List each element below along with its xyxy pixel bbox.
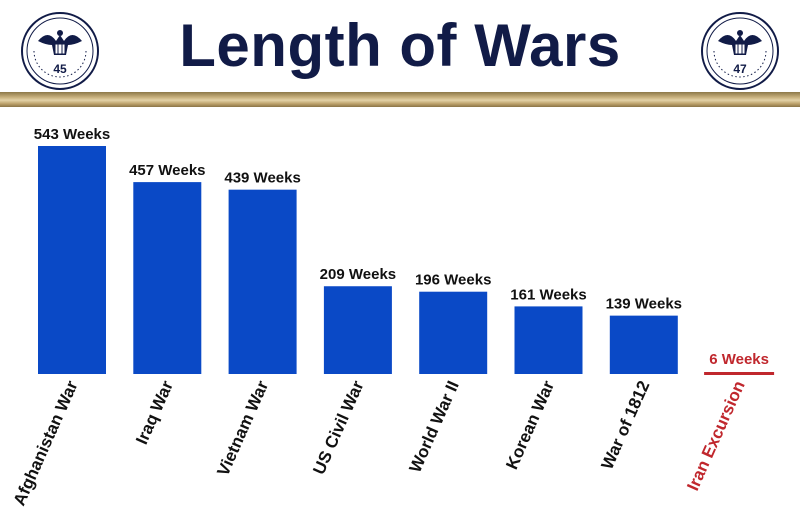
presidential-seal-right-icon: 47 — [701, 12, 779, 90]
value-label: 196 Weeks — [415, 272, 491, 289]
value-label: 139 Weeks — [606, 296, 682, 313]
value-label: 457 Weeks — [129, 162, 205, 179]
seal-number-right: 47 — [733, 62, 747, 76]
bar-war-of-1812 — [609, 315, 678, 374]
value-label: 543 Weeks — [34, 126, 110, 143]
value-label: 209 Weeks — [320, 266, 396, 283]
value-label: 161 Weeks — [510, 286, 586, 303]
category-label: Iran Excursion — [683, 378, 748, 494]
gold-divider — [0, 92, 800, 107]
bar-vietnam-war — [228, 189, 297, 374]
category-label: Vietnam War — [213, 378, 272, 479]
category-label: Afghanistan War — [10, 378, 82, 509]
value-label: 6 Weeks — [709, 351, 769, 368]
category-label: Iraq War — [132, 378, 177, 448]
bar-iraq-war — [133, 182, 202, 374]
seal-number-left: 45 — [53, 62, 67, 76]
bar-us-civil-war — [323, 286, 392, 374]
value-label: 439 Weeks — [224, 170, 300, 187]
bar-world-war-ii — [419, 291, 488, 374]
category-label: Korean War — [502, 378, 558, 473]
bar-afghanistan-war — [38, 146, 106, 374]
bar-korean-war — [514, 306, 583, 374]
bar-iran-excursion — [704, 372, 775, 375]
page-title: Length of Wars — [179, 12, 621, 79]
category-label: US Civil War — [309, 378, 367, 478]
category-label: War of 1812 — [598, 378, 654, 472]
category-label: World War II — [406, 378, 463, 475]
presidential-seal-left-icon: 45 — [21, 12, 99, 90]
